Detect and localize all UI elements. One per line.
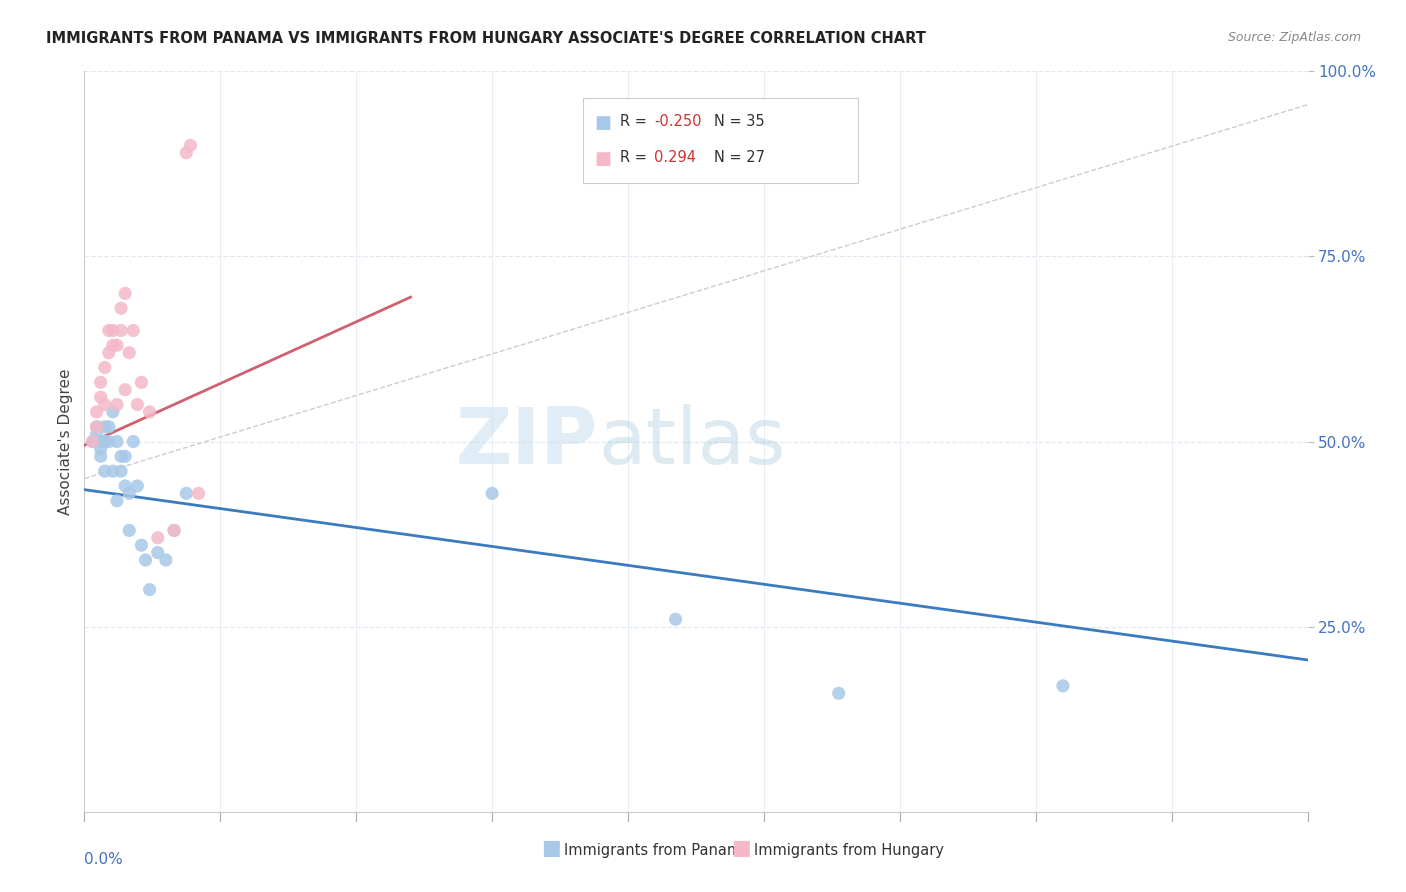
- Point: [114, 286, 136, 301]
- Point: [105, 398, 128, 412]
- Point: [131, 376, 153, 390]
- Point: [90, 450, 112, 464]
- Point: [828, 686, 851, 700]
- Point: [97, 345, 120, 359]
- Point: [114, 479, 136, 493]
- Point: [90, 442, 112, 456]
- Point: [93, 398, 115, 412]
- Point: [97, 434, 120, 449]
- Point: [93, 360, 115, 375]
- Point: [127, 479, 149, 493]
- Point: [114, 383, 136, 397]
- Point: [110, 301, 132, 316]
- Text: 0.0%: 0.0%: [84, 853, 124, 867]
- Point: [118, 486, 141, 500]
- Point: [97, 324, 120, 338]
- Point: [90, 434, 112, 449]
- Text: IMMIGRANTS FROM PANAMA VS IMMIGRANTS FROM HUNGARY ASSOCIATE'S DEGREE CORRELATION: IMMIGRANTS FROM PANAMA VS IMMIGRANTS FRO…: [46, 31, 927, 46]
- Point: [146, 546, 169, 560]
- Point: [174, 486, 197, 500]
- Point: [105, 434, 128, 449]
- Text: N = 27: N = 27: [714, 150, 765, 165]
- Point: [86, 419, 108, 434]
- Point: [481, 486, 503, 500]
- Point: [155, 553, 177, 567]
- Point: [101, 405, 124, 419]
- Text: ZIP: ZIP: [456, 403, 598, 480]
- Point: [179, 138, 201, 153]
- Point: [110, 464, 132, 478]
- Point: [86, 405, 108, 419]
- Point: [118, 345, 141, 359]
- Text: ■: ■: [541, 838, 561, 858]
- Y-axis label: Associate's Degree: Associate's Degree: [58, 368, 73, 515]
- Point: [118, 524, 141, 538]
- Point: [135, 553, 157, 567]
- Text: atlas: atlas: [598, 403, 786, 480]
- Point: [93, 464, 115, 478]
- Point: [105, 493, 128, 508]
- Point: [101, 464, 124, 478]
- Point: [105, 338, 128, 352]
- Point: [82, 434, 104, 449]
- Point: [97, 419, 120, 434]
- Text: 0.294: 0.294: [654, 150, 696, 165]
- Point: [163, 524, 186, 538]
- Point: [101, 338, 124, 352]
- Point: [90, 390, 112, 404]
- Text: R =: R =: [620, 150, 657, 165]
- Text: ■: ■: [731, 838, 751, 858]
- Point: [82, 434, 104, 449]
- Point: [122, 434, 145, 449]
- Point: [86, 419, 108, 434]
- Text: R =: R =: [620, 114, 651, 129]
- Point: [138, 405, 160, 419]
- Text: -0.250: -0.250: [654, 114, 702, 129]
- Point: [90, 376, 112, 390]
- Point: [127, 398, 149, 412]
- Point: [174, 145, 197, 160]
- Point: [86, 427, 108, 442]
- Point: [187, 486, 209, 500]
- Text: Source: ZipAtlas.com: Source: ZipAtlas.com: [1227, 31, 1361, 45]
- Point: [138, 582, 160, 597]
- Text: Immigrants from Panama: Immigrants from Panama: [564, 843, 749, 858]
- Point: [110, 450, 132, 464]
- Point: [93, 419, 115, 434]
- Point: [101, 324, 124, 338]
- Point: [131, 538, 153, 552]
- Point: [665, 612, 688, 626]
- Point: [110, 324, 132, 338]
- Point: [114, 450, 136, 464]
- Text: ■: ■: [595, 150, 612, 168]
- Text: N = 35: N = 35: [714, 114, 765, 129]
- Point: [1052, 679, 1074, 693]
- Point: [93, 434, 115, 449]
- Point: [163, 524, 186, 538]
- Text: Immigrants from Hungary: Immigrants from Hungary: [754, 843, 943, 858]
- Point: [93, 434, 115, 449]
- Point: [146, 531, 169, 545]
- Point: [122, 324, 145, 338]
- Text: ■: ■: [595, 114, 612, 132]
